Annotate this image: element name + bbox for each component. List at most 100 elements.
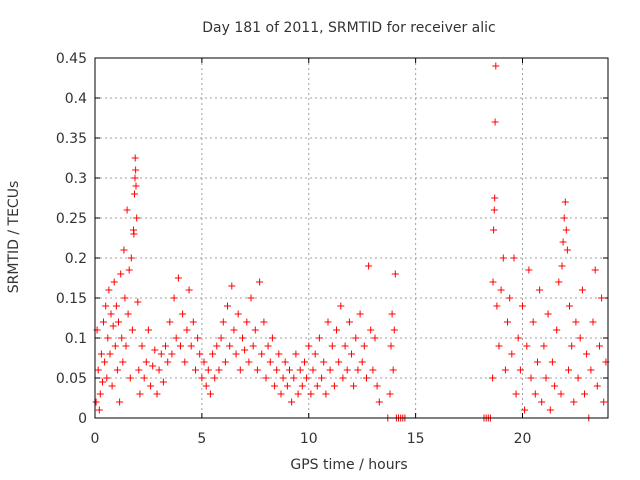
data-point: [213, 342, 221, 350]
data-point: [499, 254, 507, 262]
y-tick-label: 0.35: [56, 131, 87, 147]
data-point: [131, 174, 139, 182]
y-tick-label: 0.15: [56, 291, 87, 307]
data-point: [166, 318, 174, 326]
data-point: [192, 366, 199, 374]
data-point: [565, 366, 572, 374]
data-point: [217, 334, 225, 342]
data-point: [335, 358, 343, 366]
data-point: [566, 302, 573, 310]
plot-frame: [94, 57, 609, 419]
data-point: [365, 262, 373, 270]
data-point: [138, 342, 146, 350]
data-point: [544, 310, 552, 318]
data-point: [510, 254, 518, 262]
data-point: [105, 286, 113, 294]
data-point: [337, 302, 345, 310]
data-point: [529, 318, 537, 326]
data-point: [256, 278, 264, 286]
data-point: [350, 382, 358, 390]
data-point: [211, 374, 219, 382]
data-point: [196, 350, 204, 358]
data-point: [324, 318, 332, 326]
data-point: [570, 398, 578, 406]
x-tick-label: 10: [300, 431, 318, 447]
data-point: [126, 374, 134, 382]
y-tick-label: 0.25: [56, 211, 87, 227]
data-point: [369, 366, 377, 374]
data-point: [92, 398, 100, 406]
data-point: [307, 390, 315, 398]
y-tick-label: 0: [78, 411, 87, 427]
data-point: [239, 334, 246, 342]
data-point: [333, 326, 340, 334]
data-point: [491, 118, 499, 126]
data-point: [591, 266, 599, 274]
data-point: [271, 382, 279, 390]
data-point: [123, 206, 131, 214]
data-point: [583, 350, 591, 358]
data-point: [268, 334, 276, 342]
data-point: [224, 302, 231, 310]
data-point: [339, 374, 347, 382]
data-point: [260, 318, 268, 326]
data-point: [170, 294, 178, 302]
data-point: [221, 358, 229, 366]
data-point: [548, 358, 556, 366]
data-point: [277, 390, 285, 398]
data-point: [162, 342, 169, 350]
data-point: [174, 274, 182, 282]
data-point: [119, 358, 127, 366]
data-point: [185, 286, 193, 294]
data-point: [557, 390, 565, 398]
data-point: [358, 358, 366, 366]
data-point: [551, 382, 559, 390]
data-point: [127, 254, 135, 262]
data-point: [343, 366, 351, 374]
data-point: [596, 342, 603, 350]
data-point: [110, 278, 118, 286]
data-point: [561, 198, 569, 206]
data-point: [559, 238, 567, 246]
data-point: [497, 286, 505, 294]
data-point: [273, 366, 281, 374]
data-point: [258, 350, 266, 358]
y-tick-label: 0.1: [65, 331, 87, 347]
data-point: [206, 390, 214, 398]
data-point: [204, 366, 212, 374]
data-point: [581, 390, 588, 398]
data-point: [375, 398, 383, 406]
data-point: [330, 382, 338, 390]
data-point: [508, 350, 516, 358]
data-point: [247, 294, 255, 302]
data-point: [506, 294, 514, 302]
data-point: [125, 266, 133, 274]
data-point: [234, 310, 242, 318]
data-point: [122, 342, 130, 350]
data-point: [318, 374, 326, 382]
data-point: [360, 342, 368, 350]
data-point: [113, 366, 121, 374]
data-point: [576, 334, 584, 342]
data-point: [251, 326, 259, 334]
data-point: [181, 358, 189, 366]
data-point: [598, 294, 606, 302]
data-point: [296, 366, 304, 374]
data-point: [262, 374, 270, 382]
chart-title: Day 181 of 2011, SRMTID for receiver ali…: [202, 20, 495, 36]
data-point: [95, 406, 103, 414]
data-point: [279, 374, 287, 382]
data-point: [354, 366, 362, 374]
axis-ticks: 0 0.05 0.1 0.15 0.2 0.25 0.3 0.35 0.4 0.45 0 5 10 15 2…: [56, 51, 608, 447]
data-point: [117, 270, 125, 278]
y-tick-label: 0.05: [56, 371, 87, 387]
data-point: [219, 318, 227, 326]
data-point: [373, 382, 381, 390]
data-point: [523, 342, 531, 350]
data-point: [194, 334, 202, 342]
data-point: [390, 326, 398, 334]
x-tick-label: 0: [91, 431, 100, 447]
data-point: [578, 286, 586, 294]
data-point: [328, 342, 336, 350]
